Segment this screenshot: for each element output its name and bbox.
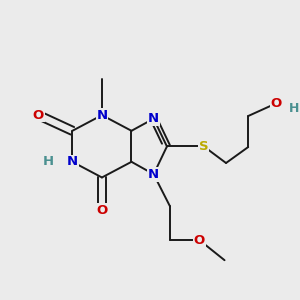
Text: N: N: [148, 112, 159, 125]
Text: N: N: [67, 155, 78, 168]
Text: H: H: [43, 155, 54, 168]
Text: O: O: [33, 109, 44, 122]
Text: N: N: [96, 109, 107, 122]
Text: S: S: [199, 140, 209, 153]
Text: O: O: [194, 234, 205, 247]
Text: H: H: [289, 102, 299, 115]
Text: O: O: [271, 97, 282, 110]
Text: N: N: [148, 168, 159, 181]
Text: O: O: [96, 204, 108, 217]
